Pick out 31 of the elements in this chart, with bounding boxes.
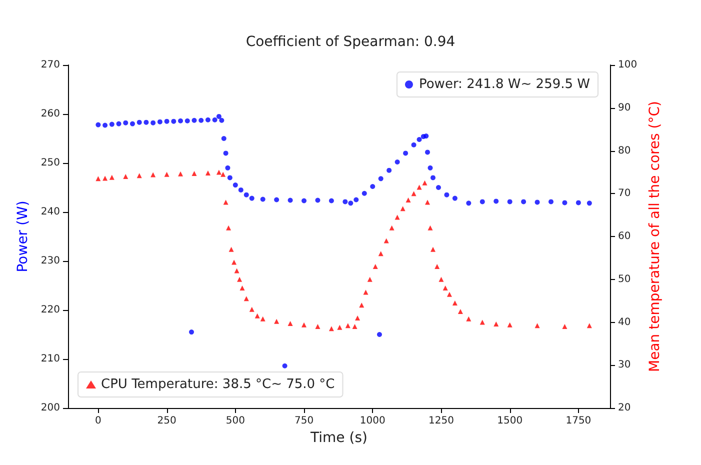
y-tick-label: 220 — [40, 304, 60, 316]
x-tick-label: 750 — [294, 416, 314, 426]
y2-tick-label: 100 — [618, 60, 638, 70]
y-tick-label: 200 — [40, 402, 60, 414]
y-axis-title: Power (W) — [15, 200, 32, 272]
y-tick-label: 240 — [40, 206, 60, 218]
x-axis-title: Time (s) — [310, 430, 368, 446]
y2-tick-label: 90 — [618, 102, 631, 114]
x-tick-label: 0 — [95, 416, 102, 426]
x-tick-label: 500 — [226, 416, 245, 426]
y2-tick-label: 80 — [618, 145, 631, 156]
chart-title: Coefficient of Spearman: 0.94 — [246, 34, 456, 50]
y2-tick-label: 70 — [618, 188, 631, 200]
x-tick-label: 1250 — [428, 416, 454, 426]
y2-tick-label: 50 — [618, 274, 631, 285]
x-tick-label: 1500 — [497, 416, 523, 426]
y2-tick-label: 30 — [618, 360, 631, 371]
x-tick-label: 1750 — [566, 416, 592, 426]
x-tick-label: 1000 — [360, 416, 386, 426]
y2-tick-label: 20 — [618, 402, 631, 414]
y2-tick-label: 40 — [618, 316, 631, 328]
y-tick-label: 250 — [40, 158, 60, 168]
x-tick-label: 250 — [157, 416, 176, 426]
legend-label: Power: 241.8 W~ 259.5 W — [418, 77, 590, 92]
y-tick-label: 230 — [40, 256, 60, 266]
y2-tick-label: 60 — [618, 231, 631, 242]
y-tick-label: 210 — [40, 354, 60, 364]
y-tick-label: 270 — [40, 60, 60, 70]
y-tick-label: 260 — [40, 108, 60, 120]
y2-axis-title: Mean temperature of all the cores (°C) — [646, 101, 663, 372]
legend-label: CPU Temperature: 38.5 °C~ 75.0 °C — [101, 377, 335, 392]
